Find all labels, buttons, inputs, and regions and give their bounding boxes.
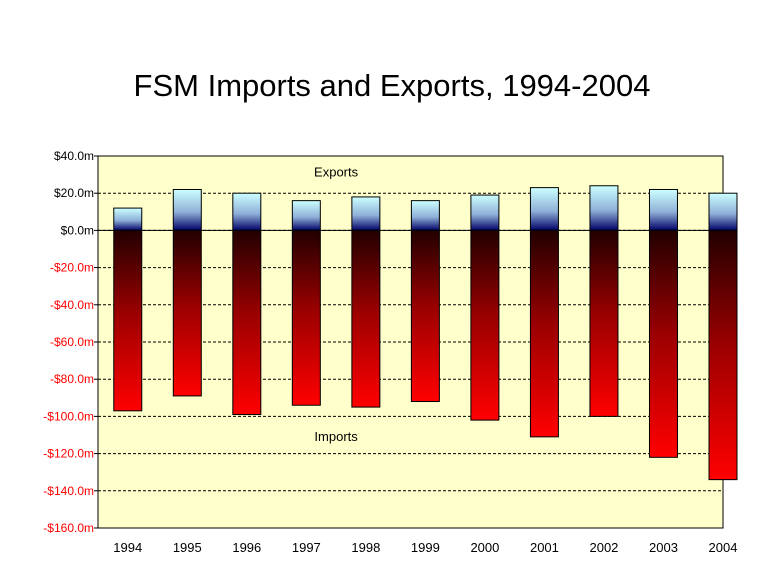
- annotation-imports: Imports: [314, 429, 358, 444]
- imports-bar-2004: [708, 229, 738, 481]
- y-tick-label: -$80.0m: [50, 372, 94, 386]
- x-axis: 1994 1995 1996 1997 1998 1999 2000 2001 2002 2003…: [113, 540, 737, 555]
- chart-title: FSM Imports and Exports, 1994-2004: [134, 68, 651, 103]
- imports-bar-2001: [529, 229, 559, 438]
- bars: [98, 185, 738, 481]
- x-tick-label: 2000: [470, 540, 499, 555]
- imports-bar-2003: [648, 229, 678, 458]
- x-tick-label: 1998: [351, 540, 380, 555]
- x-tick-label: 1997: [292, 540, 321, 555]
- y-tick-label: -$60.0m: [50, 335, 94, 349]
- exports-bar-1996: [232, 192, 262, 231]
- y-tick-label: $40.0m: [54, 149, 94, 163]
- x-tick-label: 1995: [173, 540, 202, 555]
- exports-bar-1995: [172, 188, 202, 231]
- y-tick-label: -$160.0m: [43, 521, 94, 535]
- exports-bar-2004: [708, 192, 738, 231]
- imports-bar-2002: [589, 229, 619, 417]
- y-tick-label: -$100.0m: [43, 409, 94, 423]
- y-tick-label: -$20.0m: [50, 261, 94, 275]
- annotation-exports: Exports: [314, 165, 359, 180]
- exports-bar-2003: [648, 188, 678, 231]
- y-tick-label: $20.0m: [54, 186, 94, 200]
- exports-bar-1997: [291, 200, 321, 231]
- exports-bar-1994: [113, 207, 143, 231]
- annotations: Exports Imports: [314, 165, 359, 444]
- imports-bar-1996: [232, 229, 262, 416]
- x-tick-label: 1999: [411, 540, 440, 555]
- exports-bar-2002: [589, 185, 619, 231]
- y-axis: $40.0m $20.0m $0.0m -$20.0m -$40.0m -$60.0m -$…: [43, 149, 98, 535]
- imports-bar-1995: [172, 229, 202, 397]
- imports-bar-1994: [113, 229, 143, 412]
- imports-bar-1997: [291, 229, 321, 406]
- imports-bar-1998: [351, 229, 381, 408]
- imports-bar-1999: [410, 229, 440, 403]
- x-tick-label: 1994: [113, 540, 142, 555]
- y-tick-label: -$140.0m: [43, 484, 94, 498]
- x-tick-label: 2004: [709, 540, 738, 555]
- y-tick-label: $0.0m: [61, 223, 94, 237]
- x-tick-label: 2001: [530, 540, 559, 555]
- exports-bar-1999: [410, 200, 440, 231]
- exports-bar-1998: [351, 196, 381, 231]
- exports-bar-2000: [470, 194, 500, 231]
- x-tick-label: 1996: [232, 540, 261, 555]
- x-tick-label: 2003: [649, 540, 678, 555]
- exports-bar-2001: [529, 187, 559, 231]
- x-tick-label: 2002: [589, 540, 618, 555]
- imports-bar-2000: [470, 229, 500, 421]
- y-tick-label: -$40.0m: [50, 298, 94, 312]
- y-tick-label: -$120.0m: [43, 447, 94, 461]
